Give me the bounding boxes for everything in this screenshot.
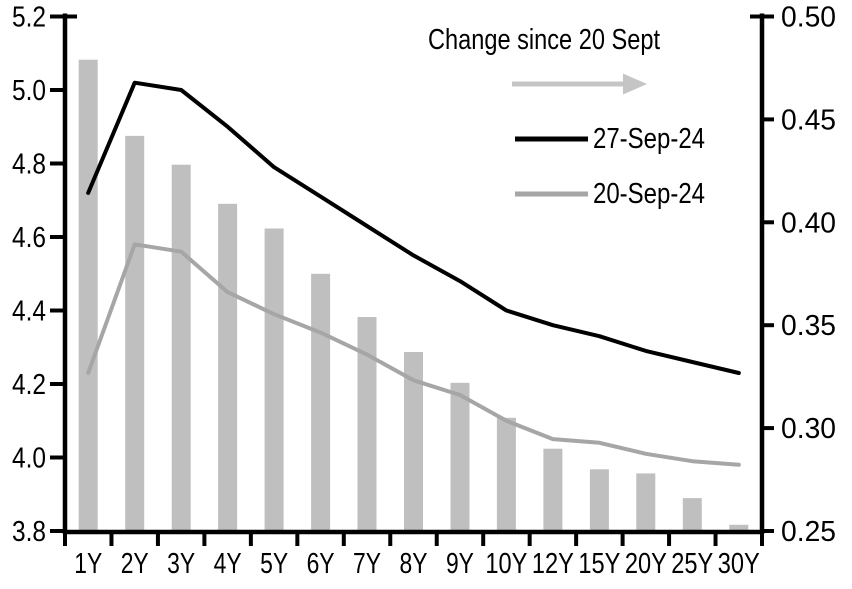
x-axis-label: 10Y (485, 548, 527, 580)
x-axis-label: 8Y (400, 548, 428, 580)
bar-12y (543, 448, 563, 532)
bar-20y (636, 473, 656, 532)
line-20-sep-24 (86, 242, 741, 467)
right-axis-label: 0.50 (781, 2, 836, 34)
x-axis-label: 30Y (718, 548, 760, 580)
bar-3y (171, 164, 191, 532)
x-axis-label: 6Y (307, 548, 335, 580)
bar-1y (78, 59, 98, 532)
line-27-sep-24 (86, 80, 741, 375)
legend-arrow-head-icon (623, 73, 647, 95)
left-axis-label: 3.8 (12, 516, 46, 548)
right-axis-label: 0.40 (781, 207, 836, 239)
bar-25y (682, 498, 702, 532)
x-axis-label: 25Y (671, 548, 713, 580)
bar-15y (589, 469, 609, 532)
bar-9y (450, 382, 470, 532)
right-axis-label: 0.25 (781, 516, 836, 548)
x-axis-label: 20Y (625, 548, 667, 580)
left-axis-label: 5.2 (12, 2, 46, 34)
x-axis-label: 9Y (446, 548, 474, 580)
x-axis-label: 1Y (74, 548, 102, 580)
left-axis-label: 4.2 (12, 369, 46, 401)
x-axis-label: 12Y (532, 548, 574, 580)
bar-10y (496, 417, 516, 532)
bar-8y (404, 352, 423, 532)
x-axis-label: 7Y (353, 548, 381, 580)
right-axis-label: 0.45 (781, 104, 836, 136)
left-axis-label: 5.0 (12, 75, 46, 107)
left-axis-label: 4.0 (12, 443, 46, 475)
right-axis-label: 0.35 (781, 310, 836, 342)
bar-30y (729, 524, 749, 532)
legend-label-27-sep-24: 27-Sep-24 (593, 123, 705, 155)
x-axis-label: 2Y (121, 548, 149, 580)
bar-2y (125, 135, 145, 532)
bar-4y (218, 203, 238, 533)
left-axis-label: 4.8 (12, 149, 46, 181)
bar-6y (311, 273, 331, 533)
left-axis-label: 4.6 (12, 222, 46, 254)
bar-5y (264, 228, 284, 532)
bar-7y (357, 317, 377, 532)
x-axis-label: 4Y (214, 548, 242, 580)
x-axis-label: 15Y (578, 548, 620, 580)
x-axis-label: 3Y (167, 548, 195, 580)
right-axis-label: 0.30 (781, 413, 836, 445)
legend-label-20-sep-24: 20-Sep-24 (593, 178, 705, 210)
x-axis-label: 5Y (260, 548, 288, 580)
left-axis-label: 4.4 (12, 296, 46, 328)
legend-title: Change since 20 Sept (428, 24, 660, 56)
